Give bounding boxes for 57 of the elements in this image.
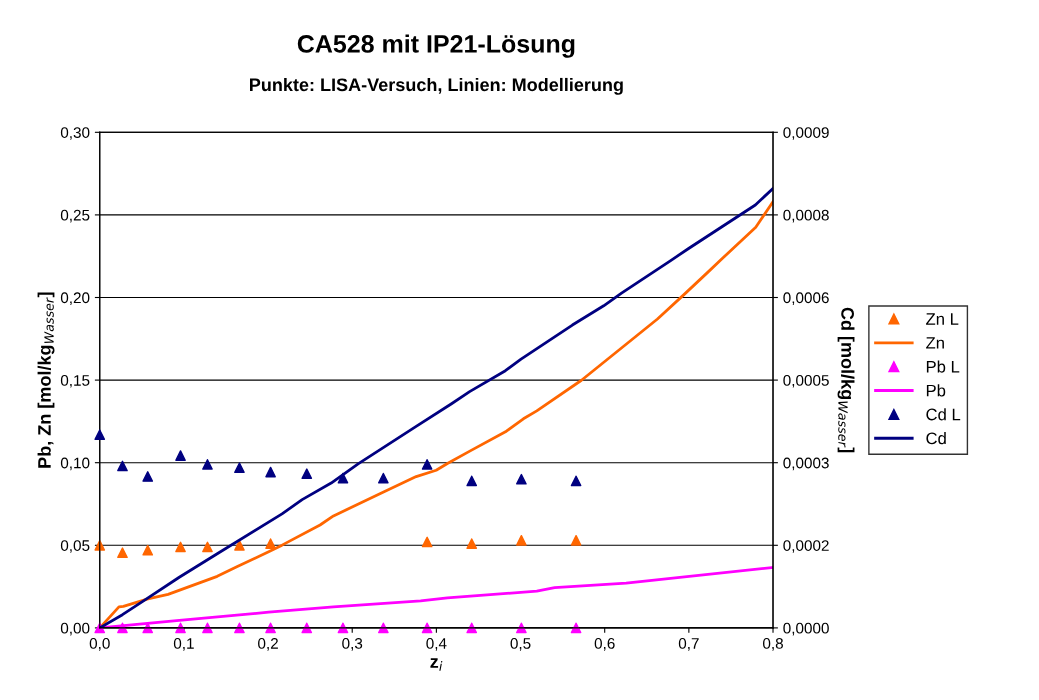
- point: [202, 541, 213, 553]
- point: [94, 429, 106, 440]
- point: [234, 462, 245, 474]
- x-tick-label: 0,3: [342, 638, 363, 651]
- y2-axis-title: Cd [mol/kg$_{Wasser}$]: [837, 307, 855, 453]
- y-axis-title: Pb, Zn [mol/kg$_{Wasser}$]: [37, 292, 55, 468]
- x-tick-label: 0,1: [173, 638, 194, 651]
- x-tick-label: 0,4: [426, 638, 447, 651]
- y-tick-label: 0,15: [60, 374, 90, 388]
- point: [378, 472, 389, 484]
- point: [570, 534, 582, 546]
- point: [175, 541, 186, 553]
- point: [337, 472, 349, 484]
- y2-tick-label: 0,0005: [783, 374, 829, 388]
- legend-label: Cd: [926, 432, 946, 445]
- x-tick-label: 0,0: [89, 638, 110, 651]
- chart-subtitle: Punkte: LISA-Versuch, Linien: Modellierung: [250, 77, 623, 95]
- x-tick-label: 0,2: [258, 638, 278, 651]
- point: [117, 547, 128, 559]
- legend-label: Cd L: [926, 408, 961, 421]
- point: [142, 544, 154, 556]
- y2-tick-label: 0,0002: [783, 540, 829, 553]
- y2-tick-label: 0,0003: [783, 457, 829, 471]
- point: [117, 460, 128, 472]
- x-tick-label: 0,7: [678, 638, 699, 651]
- y-tick-label: 0,05: [60, 540, 90, 553]
- legend-label: Zn: [926, 337, 944, 349]
- point: [265, 466, 276, 478]
- y2-tick-label: 0,0009: [783, 127, 829, 140]
- y2-tick-label: 0,0000: [783, 622, 829, 636]
- point: [466, 475, 478, 487]
- y-tick-label: 0,30: [60, 127, 90, 140]
- y-tick-label: 0,00: [60, 622, 90, 636]
- x-axis-title: z$_{i}$: [430, 658, 443, 671]
- y-tick-label: 0,10: [60, 457, 90, 471]
- chart-title: CA528 mit IP21-Lösung: [297, 34, 575, 58]
- point: [421, 458, 433, 470]
- y-tick-label: 0,25: [60, 209, 90, 223]
- legend-label: Pb: [926, 384, 946, 397]
- point: [570, 475, 582, 487]
- legend-label: Zn L: [926, 313, 959, 325]
- y2-tick-label: 0,0008: [783, 209, 829, 223]
- point: [301, 468, 313, 480]
- x-tick-label: 0,8: [762, 638, 783, 651]
- point: [466, 538, 478, 550]
- point: [421, 536, 433, 548]
- point: [175, 450, 186, 461]
- x-tick-label: 0,5: [510, 638, 531, 651]
- x-tick-label: 0,6: [594, 638, 615, 651]
- point: [516, 534, 527, 546]
- point: [265, 538, 276, 550]
- legend-label: Pb L: [926, 360, 960, 373]
- y-tick-label: 0,20: [60, 292, 90, 305]
- point: [142, 471, 154, 482]
- y2-tick-label: 0,0006: [783, 292, 829, 305]
- point: [516, 473, 527, 485]
- point: [202, 458, 213, 470]
